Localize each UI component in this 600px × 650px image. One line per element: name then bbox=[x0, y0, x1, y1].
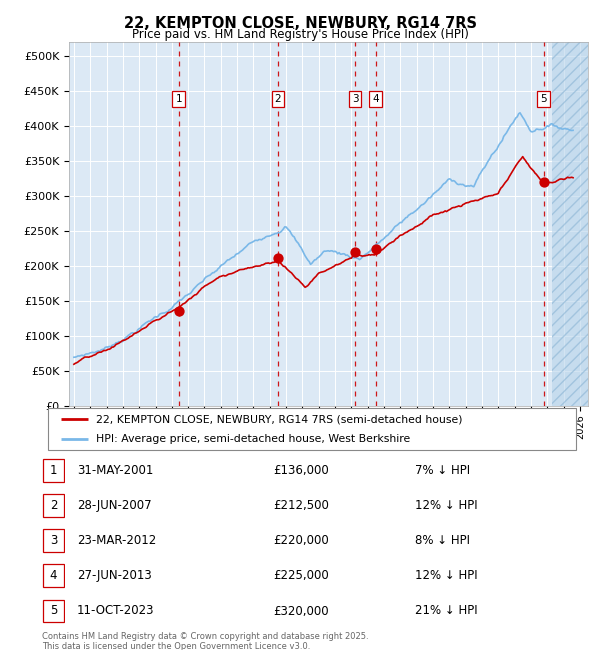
Text: 22, KEMPTON CLOSE, NEWBURY, RG14 7RS (semi-detached house): 22, KEMPTON CLOSE, NEWBURY, RG14 7RS (se… bbox=[95, 415, 462, 424]
Point bbox=[350, 247, 360, 257]
Text: 23-MAR-2012: 23-MAR-2012 bbox=[77, 534, 156, 547]
Text: 8% ↓ HPI: 8% ↓ HPI bbox=[415, 534, 470, 547]
FancyBboxPatch shape bbox=[48, 408, 576, 450]
Text: 27-JUN-2013: 27-JUN-2013 bbox=[77, 569, 152, 582]
Text: 7% ↓ HPI: 7% ↓ HPI bbox=[415, 464, 470, 477]
Text: 22, KEMPTON CLOSE, NEWBURY, RG14 7RS: 22, KEMPTON CLOSE, NEWBURY, RG14 7RS bbox=[124, 16, 476, 31]
Text: 21% ↓ HPI: 21% ↓ HPI bbox=[415, 604, 478, 617]
Point bbox=[539, 177, 548, 187]
FancyBboxPatch shape bbox=[43, 494, 64, 517]
FancyBboxPatch shape bbox=[43, 564, 64, 588]
Text: 2: 2 bbox=[50, 499, 57, 512]
Text: 3: 3 bbox=[352, 94, 358, 103]
Text: 12% ↓ HPI: 12% ↓ HPI bbox=[415, 499, 478, 512]
Point bbox=[371, 244, 380, 254]
Text: 4: 4 bbox=[50, 569, 57, 582]
Text: £136,000: £136,000 bbox=[274, 464, 329, 477]
Text: £212,500: £212,500 bbox=[274, 499, 329, 512]
Bar bbox=[552, 42, 588, 406]
FancyBboxPatch shape bbox=[43, 459, 64, 482]
Text: 5: 5 bbox=[540, 94, 547, 103]
Text: Price paid vs. HM Land Registry's House Price Index (HPI): Price paid vs. HM Land Registry's House … bbox=[131, 28, 469, 41]
Text: 1: 1 bbox=[175, 94, 182, 103]
Text: £220,000: £220,000 bbox=[274, 534, 329, 547]
Text: HPI: Average price, semi-detached house, West Berkshire: HPI: Average price, semi-detached house,… bbox=[95, 434, 410, 444]
Text: £225,000: £225,000 bbox=[274, 569, 329, 582]
Point bbox=[174, 306, 184, 317]
Point bbox=[273, 252, 283, 263]
Text: Contains HM Land Registry data © Crown copyright and database right 2025.
This d: Contains HM Land Registry data © Crown c… bbox=[42, 632, 368, 650]
Text: 4: 4 bbox=[373, 94, 379, 103]
Text: 31-MAY-2001: 31-MAY-2001 bbox=[77, 464, 154, 477]
Text: 11-OCT-2023: 11-OCT-2023 bbox=[77, 604, 155, 617]
Text: 5: 5 bbox=[50, 604, 57, 617]
FancyBboxPatch shape bbox=[43, 599, 64, 623]
Text: 28-JUN-2007: 28-JUN-2007 bbox=[77, 499, 152, 512]
FancyBboxPatch shape bbox=[43, 529, 64, 552]
Text: 2: 2 bbox=[274, 94, 281, 103]
Text: £320,000: £320,000 bbox=[274, 604, 329, 617]
Text: 3: 3 bbox=[50, 534, 57, 547]
Text: 12% ↓ HPI: 12% ↓ HPI bbox=[415, 569, 478, 582]
Text: 1: 1 bbox=[50, 464, 57, 477]
